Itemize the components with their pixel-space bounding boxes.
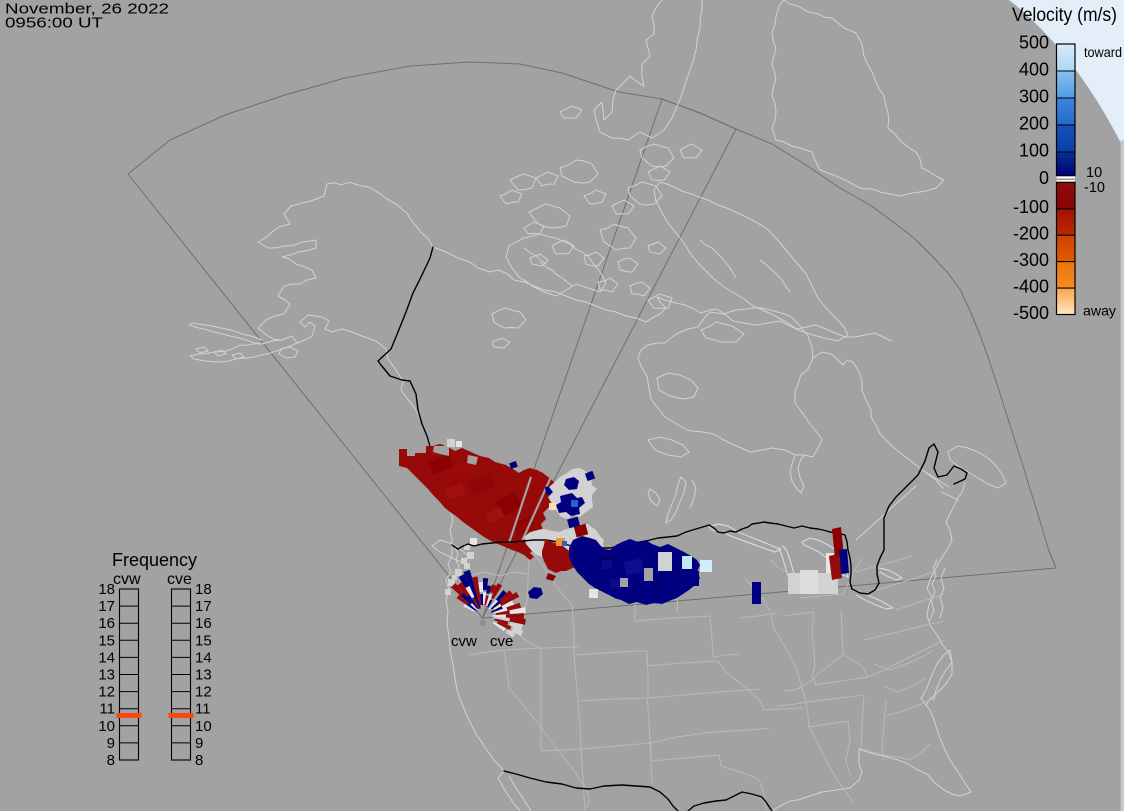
svg-text:Frequency: Frequency (112, 550, 197, 570)
svg-text:0: 0 (1039, 168, 1049, 188)
svg-text:-500: -500 (1013, 303, 1049, 323)
svg-text:200: 200 (1019, 114, 1049, 134)
svg-text:8: 8 (195, 752, 203, 769)
svg-text:12: 12 (98, 684, 115, 701)
svg-text:11: 11 (195, 701, 211, 718)
svg-text:-300: -300 (1013, 250, 1049, 270)
svg-text:10: 10 (98, 718, 115, 735)
svg-text:14: 14 (98, 649, 115, 666)
svg-text:8: 8 (107, 752, 115, 769)
svg-text:-100: -100 (1013, 197, 1049, 217)
svg-text:18: 18 (98, 581, 115, 598)
svg-text:15: 15 (98, 632, 115, 649)
svg-text:400: 400 (1019, 60, 1049, 80)
svg-text:13: 13 (98, 667, 115, 684)
svg-text:cvw: cvw (451, 633, 477, 650)
svg-text:10: 10 (195, 718, 212, 735)
svg-text:16: 16 (195, 615, 212, 632)
svg-text:17: 17 (195, 598, 212, 615)
svg-text:17: 17 (98, 598, 115, 615)
svg-text:500: 500 (1019, 33, 1049, 53)
svg-text:November, 26 2022: November, 26 2022 (5, 1, 169, 18)
svg-text:300: 300 (1019, 87, 1049, 107)
svg-text:Velocity (m/s): Velocity (m/s) (1012, 5, 1117, 26)
svg-text:16: 16 (98, 615, 115, 632)
svg-text:13: 13 (195, 667, 212, 684)
svg-text:cve: cve (167, 571, 192, 588)
svg-text:away: away (1083, 303, 1116, 319)
svg-text:0956:00 UT: 0956:00 UT (5, 15, 103, 32)
svg-text:cve: cve (490, 633, 513, 650)
svg-text:-10: -10 (1084, 180, 1105, 196)
svg-text:cvw: cvw (113, 571, 141, 588)
svg-text:-200: -200 (1013, 224, 1049, 244)
svg-text:14: 14 (195, 649, 212, 666)
svg-text:11: 11 (99, 701, 115, 718)
svg-text:-400: -400 (1013, 277, 1049, 297)
svg-text:18: 18 (195, 581, 212, 598)
svg-text:100: 100 (1019, 141, 1049, 161)
svg-text:15: 15 (195, 632, 212, 649)
svg-text:9: 9 (195, 735, 203, 752)
svg-text:12: 12 (195, 684, 212, 701)
svg-text:toward: toward (1084, 44, 1122, 60)
svg-text:10: 10 (1086, 165, 1102, 181)
svg-text:9: 9 (107, 735, 115, 752)
